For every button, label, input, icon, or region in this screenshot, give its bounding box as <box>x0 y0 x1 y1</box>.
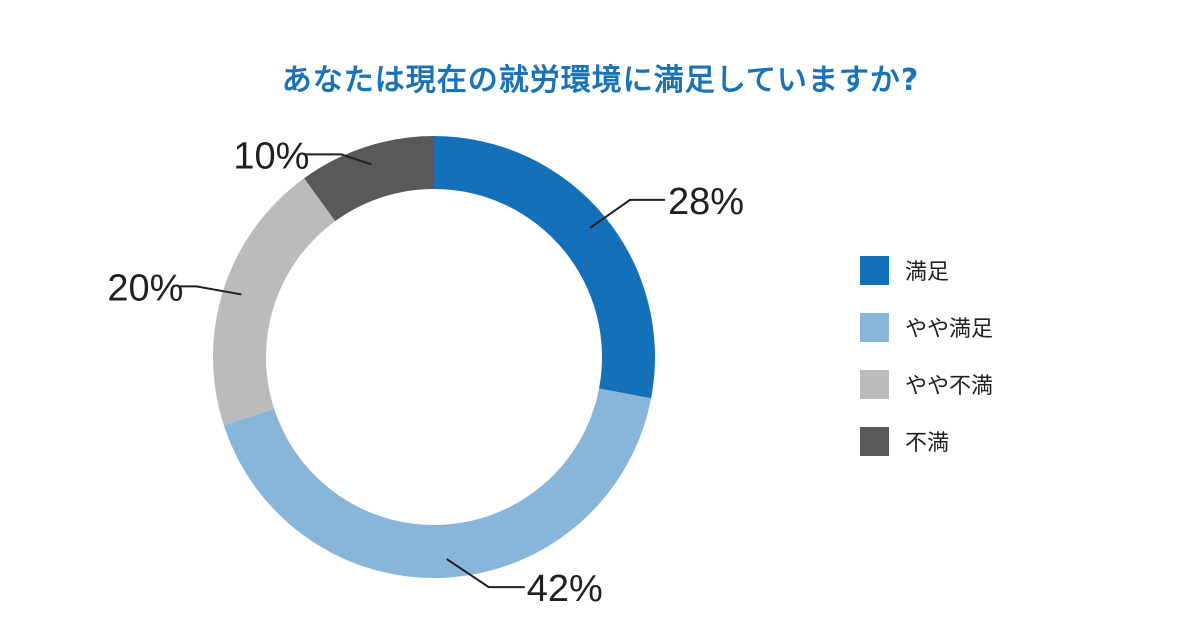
legend-label: 不満 <box>905 431 950 456</box>
data-label-1: 28% <box>668 181 744 223</box>
donut-chart: 28% 42% 20% 10% <box>107 135 744 610</box>
legend-swatch <box>860 255 889 285</box>
legend-item-satisfied: 満足 <box>860 255 993 285</box>
legend-label: やや満足 <box>905 317 994 342</box>
data-label-4: 10% <box>233 135 309 177</box>
legend-item-somewhat-dissatisfied: やや不満 <box>860 369 993 399</box>
leader-line-group <box>179 153 666 589</box>
legend-label: やや不満 <box>905 374 994 399</box>
slice-group <box>212 136 656 579</box>
leader-line-3 <box>179 285 242 296</box>
legend-swatch <box>860 312 889 342</box>
donut-slice-4 <box>304 136 434 222</box>
leader-line-2 <box>446 558 525 589</box>
legend-item-dissatisfied: 不満 <box>860 426 993 456</box>
legend-item-somewhat-satisfied: やや満足 <box>860 312 993 342</box>
legend-label: 満足 <box>905 260 950 285</box>
data-label-group: 28% 42% 20% 10% <box>107 135 744 610</box>
legend-swatch <box>860 369 889 399</box>
donut-slice-1 <box>434 136 656 399</box>
legend-swatch <box>860 426 889 456</box>
data-label-3: 20% <box>107 267 183 309</box>
chart-title: あなたは現在の就労環境に満足していますか? <box>281 63 920 98</box>
leader-line-1 <box>589 198 666 229</box>
donut-slice-2 <box>223 388 652 579</box>
leader-line-4 <box>303 153 372 166</box>
data-label-2: 42% <box>527 568 603 610</box>
legend: 満足 やや満足 やや不満 不満 <box>860 255 993 483</box>
donut-slice-3 <box>212 178 336 426</box>
